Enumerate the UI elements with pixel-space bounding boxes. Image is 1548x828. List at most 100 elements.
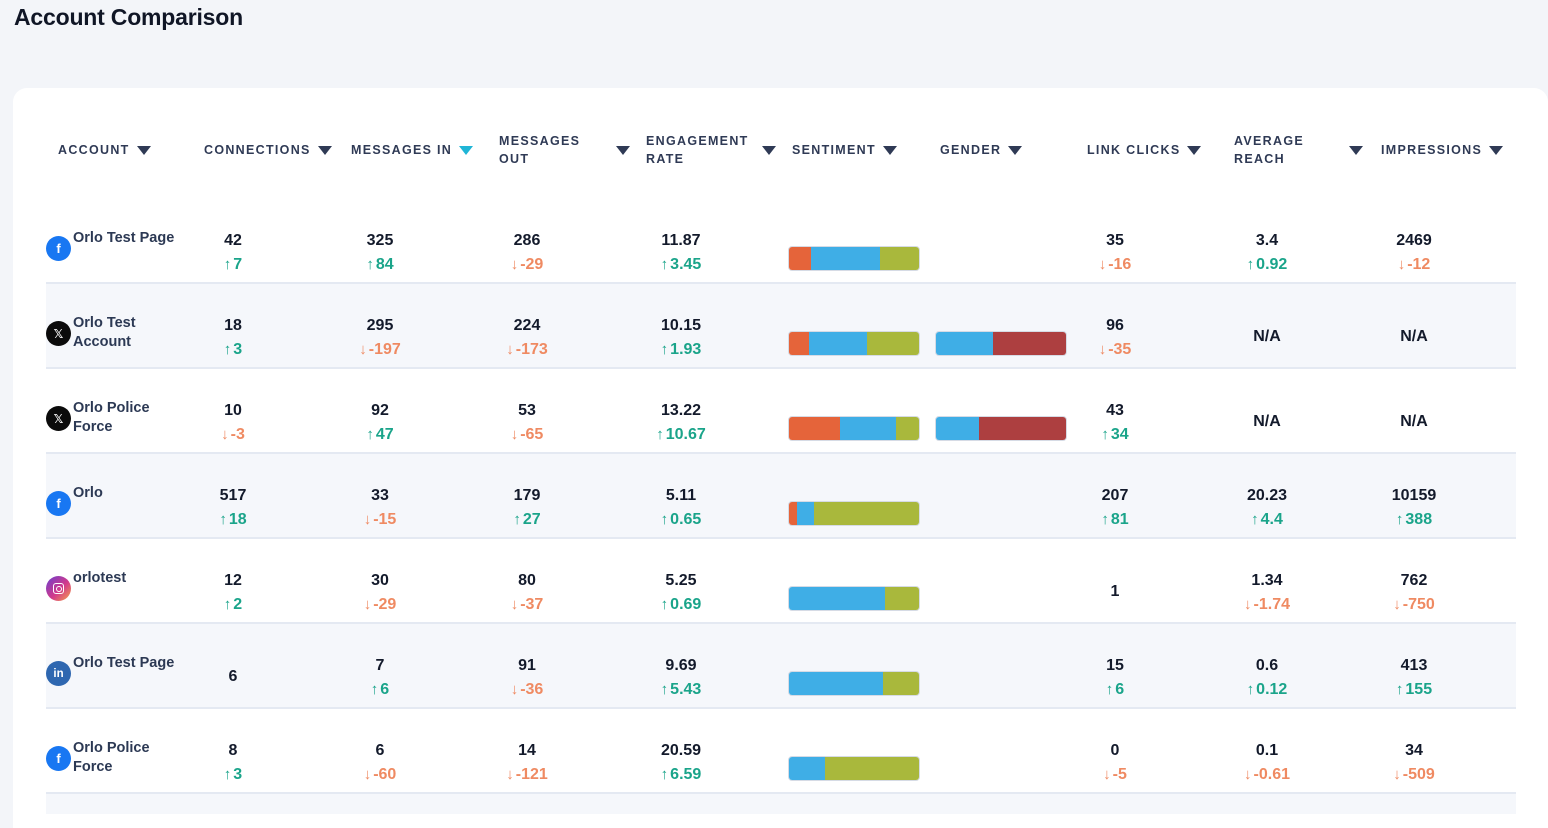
messages-in-delta: ↓ -15 — [340, 510, 420, 530]
sentiment-bar[interactable] — [788, 501, 920, 526]
sentiment-bar[interactable] — [788, 586, 920, 611]
impressions-cell: 10159 ↑ 388 — [1374, 486, 1454, 530]
engagement-rate-cell: 9.69 ↑ 5.43 — [641, 656, 721, 700]
connections-value: 517 — [219, 487, 247, 504]
connections-value: 18 — [224, 317, 242, 334]
messages-in-value: 325 — [366, 232, 394, 249]
arrow-down-icon: ↓ — [221, 426, 229, 443]
table-row[interactable]: f Orlo Test Page 42 ↑ 7 325 ↑ 84 286 ↓ -29 11.87 ↑ 3.… — [46, 199, 1516, 284]
sentiment-bar[interactable] — [788, 246, 920, 271]
account-name[interactable]: Orlo Test Account — [73, 315, 136, 350]
sort-caret-icon[interactable] — [136, 145, 151, 155]
gender-bar[interactable] — [935, 331, 1067, 356]
account-name[interactable]: Orlo Test Page — [73, 655, 175, 671]
sort-caret-icon[interactable] — [459, 145, 474, 155]
sentiment-positive-segment — [867, 332, 919, 355]
sentiment-positive-segment — [895, 417, 919, 440]
account-name[interactable]: Orlo Police Force — [73, 740, 150, 775]
comparison-table-card: ACCOUNT CONNECTIONS MESSAGES IN MESSAGES OUT… — [13, 88, 1548, 828]
arrow-down-icon: ↓ — [363, 511, 372, 528]
sentiment-bar[interactable] — [788, 331, 920, 356]
column-header-gender[interactable]: GENDER — [940, 132, 1023, 168]
gender-male-segment — [936, 417, 979, 440]
column-header-sentiment[interactable]: SENTIMENT — [792, 132, 897, 168]
delta-value: 34 — [1110, 426, 1129, 443]
messages-out-cell: 91 ↓ -36 — [487, 656, 567, 700]
sentiment-bar[interactable] — [788, 416, 920, 441]
messages-out-delta: ↓ -29 — [487, 255, 567, 275]
messages-in-cell: 7 ↑ 6 — [340, 656, 420, 700]
sort-caret-icon[interactable] — [1489, 145, 1504, 155]
average-reach-value: 0.1 — [1255, 742, 1279, 759]
table-row[interactable]: in Orlo Test Page 6 7 ↑ 6 91 ↓ -36 9.69 ↑ 5.43 15 ↑ 6 0… — [46, 624, 1516, 709]
table-row[interactable]: 𝕏 Orlo Police Force 10 ↓ -3 92 ↑ 47 53 ↓ -65 13.22 ↑… — [46, 369, 1516, 454]
account-cell[interactable]: in Orlo Test Page — [46, 654, 174, 686]
engagement-rate-value: 5.25 — [665, 572, 697, 589]
arrow-up-icon: ↑ — [1246, 681, 1255, 698]
sentiment-bar[interactable] — [788, 671, 920, 696]
account-cell[interactable]: 𝕏 Orlo Test Account — [46, 314, 193, 352]
average-reach-cell: 20.23 ↑ 4.4 — [1227, 486, 1307, 530]
messages-out-value: 80 — [518, 572, 536, 589]
account-cell[interactable]: f Orlo Police Force — [46, 739, 193, 777]
delta-value: 6 — [1115, 681, 1125, 698]
column-header-impressions[interactable]: IMPRESSIONS — [1381, 132, 1504, 168]
delta-value: -12 — [1407, 256, 1431, 273]
account-name[interactable]: orlotest — [73, 570, 127, 586]
column-header-messages-out[interactable]: MESSAGES OUT — [499, 132, 630, 168]
delta-value: 27 — [522, 511, 541, 528]
column-header-link-clicks[interactable]: LINK CLICKS — [1087, 132, 1202, 168]
sort-caret-icon[interactable] — [1008, 145, 1023, 155]
delta-value: -29 — [520, 256, 544, 273]
sentiment-bar[interactable] — [788, 756, 920, 781]
account-name[interactable]: Orlo Test Page — [73, 230, 175, 246]
table-row[interactable]: orlotest 12 ↑ 2 30 ↓ -29 80 ↓ -37 5.25 ↑ 0.69 1 1.34 ↓ -… — [46, 539, 1516, 624]
engagement-rate-value: 20.59 — [660, 742, 702, 759]
sort-caret-icon[interactable] — [882, 145, 897, 155]
link-clicks-value: 1 — [1110, 583, 1120, 600]
table-row[interactable]: f Orlo 517 ↑ 18 33 ↓ -15 179 ↑ 27 5.11 ↑ 0.65 207 ↑ 81 20… — [46, 454, 1516, 539]
column-header-average-reach[interactable]: AVERAGE REACH — [1234, 132, 1363, 168]
account-name[interactable]: Orlo — [73, 485, 103, 501]
sort-caret-icon[interactable] — [317, 145, 332, 155]
delta-value: -3 — [230, 426, 245, 443]
connections-value: 10 — [224, 402, 242, 419]
messages-out-value: 53 — [518, 402, 536, 419]
sort-caret-icon[interactable] — [762, 146, 776, 155]
arrow-up-icon: ↑ — [1101, 511, 1109, 528]
arrow-down-icon: ↓ — [506, 341, 514, 358]
average-reach-cell: 0.6 ↑ 0.12 — [1227, 656, 1307, 700]
arrow-up-icon: ↑ — [660, 681, 669, 698]
delta-value: 10.67 — [665, 426, 706, 443]
impressions-value: 413 — [1400, 657, 1428, 674]
account-name[interactable]: Orlo Police Force — [73, 400, 150, 435]
impressions-cell: 762 ↓ -750 — [1374, 571, 1454, 615]
column-header-messages-in[interactable]: MESSAGES IN — [351, 132, 474, 168]
messages-out-cell: 286 ↓ -29 — [487, 231, 567, 275]
sentiment-positive-segment — [882, 672, 919, 695]
facebook-icon: f — [46, 746, 71, 771]
account-cell[interactable]: f Orlo — [46, 484, 103, 516]
account-cell[interactable]: 𝕏 Orlo Police Force — [46, 399, 193, 437]
delta-value: 18 — [228, 511, 247, 528]
sort-caret-icon[interactable] — [616, 146, 630, 155]
account-cell[interactable]: orlotest — [46, 569, 126, 601]
table-row[interactable]: 𝕏 Orlo Test Account 18 ↑ 3 295 ↓ -197 224 ↓ -173 10… — [46, 284, 1516, 369]
engagement-rate-delta: ↑ 5.43 — [641, 680, 721, 700]
column-header-engagement-rate[interactable]: ENGAGEMENT RATE — [646, 132, 776, 168]
column-header-label-line1: LINK CLICKS — [1087, 143, 1181, 157]
messages-in-cell: 30 ↓ -29 — [340, 571, 420, 615]
column-header-account[interactable]: ACCOUNT — [58, 132, 151, 168]
arrow-up-icon: ↑ — [656, 426, 664, 443]
average-reach-delta: ↓ -0.61 — [1227, 765, 1307, 785]
account-cell[interactable]: f Orlo Test Page — [46, 229, 174, 261]
table-row[interactable]: f Orlo Police Force 8 ↑ 3 6 ↓ -60 14 ↓ -121 20.59 ↑ 6… — [46, 709, 1516, 794]
messages-in-value: 6 — [375, 742, 385, 759]
column-header-connections[interactable]: CONNECTIONS — [204, 132, 332, 168]
delta-value: -750 — [1402, 596, 1435, 613]
sort-caret-icon[interactable] — [1349, 146, 1363, 155]
gender-bar[interactable] — [935, 416, 1067, 441]
sort-caret-icon[interactable] — [1187, 145, 1202, 155]
connections-delta: ↑ 18 — [193, 510, 273, 530]
sentiment-negative-segment — [789, 247, 812, 270]
